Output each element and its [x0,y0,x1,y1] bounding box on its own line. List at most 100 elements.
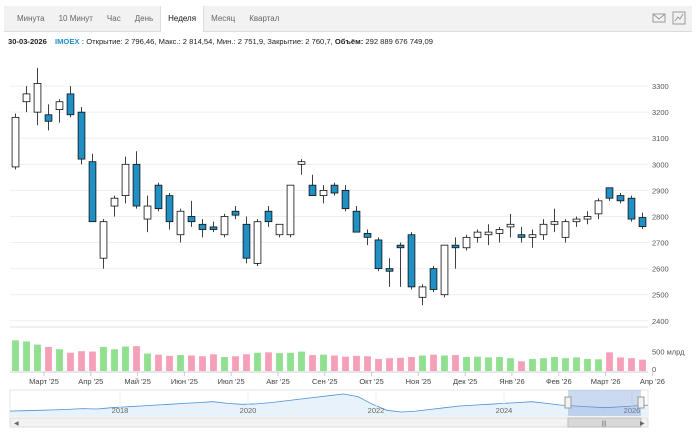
volume-bar [474,356,481,371]
candle [231,206,240,220]
candle [110,195,119,217]
candle [396,242,405,287]
volume-bar [210,354,217,371]
candle [275,223,284,238]
candle [473,229,482,243]
tab-minute[interactable]: Минута [17,14,45,23]
volume-bar [265,352,272,371]
chart-type-icon[interactable] [672,11,686,25]
candle [220,213,229,238]
time-tick-label: Июл '25 [218,377,245,386]
candle-body [264,210,273,223]
candle-body [99,221,108,259]
navigator-line [9,393,649,413]
candle-body [88,161,97,223]
navigator-scrollbar [9,417,649,428]
candle-body [451,244,460,249]
candle-body [374,239,383,270]
navigator-handle-left [564,396,572,409]
volume-bar [584,358,591,371]
candle [352,206,361,233]
price-axis: 2400 2500 2600 2700 2800 2900 3000 3100 3200 3300 [652,82,669,326]
candle-body [396,244,405,249]
volume-bar [386,358,393,371]
candle-body [198,223,207,230]
price-tick-label: 2600 [652,265,669,274]
scrollbar-grip-icon: ||| [602,421,607,427]
ticker-label[interactable]: IMOEX : [54,37,85,46]
tab-10-minutes[interactable]: 10 Минут [58,14,93,23]
time-tick-label: Ноя '25 [406,377,432,386]
navigator-handle-right [637,396,645,409]
candle [429,266,438,293]
time-tick-label: Окт '25 [359,377,384,386]
candle-body [22,93,31,103]
tab-day[interactable]: День [134,14,154,23]
volume-bar [177,355,184,371]
time-tick-label: Янв '26 [499,377,524,386]
navigator-label: 2024 [496,406,513,415]
candle-body [583,216,592,220]
candle-body [627,197,636,220]
candle-body [33,83,42,113]
volume-bar [67,352,74,371]
high-value: 2 814,54, [182,37,215,46]
candle [44,104,53,131]
price-tick-label: 2700 [652,239,669,248]
volume-bar [364,356,371,371]
candle-body [605,187,614,199]
candle-body [418,286,427,298]
volume-bar [199,356,206,371]
candle [385,258,394,287]
navigator-label: 2026 [624,406,641,415]
candle [627,195,636,222]
candle [506,213,515,238]
tab-week[interactable]: Неделя [160,6,205,32]
volume-bar [45,346,52,371]
volume-bar [331,355,338,371]
candle-body [616,195,625,202]
volume-value: 292 889 676 749,09 [365,37,433,46]
time-tick-label: Март '25 [29,377,59,386]
volume-bar [639,359,646,371]
candle-body [176,210,185,236]
price-tick-label: 2800 [652,212,669,221]
candle-body [407,234,416,288]
tab-hour[interactable]: Час [106,14,121,23]
candle-body [154,184,163,210]
candle [605,187,614,201]
candle-body [319,189,328,197]
time-tick-label: Март '26 [591,377,621,386]
candle-body [55,101,64,110]
candle [99,219,108,269]
time-tick-label: Сен '25 [312,377,338,386]
candle [176,208,185,243]
candle [319,185,328,204]
navigator-area [10,394,648,416]
candle-body [539,223,548,236]
candle-body [594,200,603,215]
volume-bar [287,352,294,371]
candle-body [66,93,75,116]
tab-month[interactable]: Месяц [211,14,236,23]
mail-icon[interactable] [652,11,666,25]
candle-body [484,231,493,236]
candle-body [143,205,152,220]
candle-body [253,221,262,264]
low-label: Мин.: [216,37,236,46]
tab-quarter[interactable]: Квартал [249,14,280,23]
time-tick-label: Авг '25 [266,377,290,386]
candle [33,67,42,126]
volume-bar [320,354,327,371]
candle [638,212,647,229]
time-axis: Март '25 Апр '25 Май '25 Июн '25 Июл '25 Авг … [10,371,665,386]
volume-bar [34,344,41,371]
price-tick-label: 2900 [652,186,669,195]
price-tick-label: 2400 [652,317,669,326]
candle [528,229,537,248]
candle-body [330,184,339,194]
candle-body [462,236,471,249]
volume-bar [540,358,547,371]
candle-body [440,244,449,296]
